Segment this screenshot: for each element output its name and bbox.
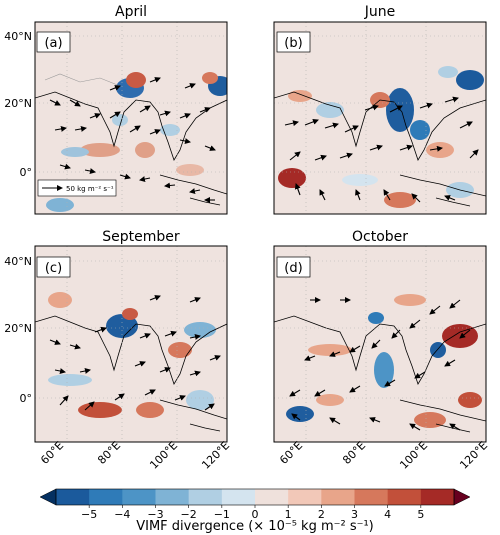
colorbar-extend-high (453, 488, 471, 506)
colorbar-segment (420, 489, 455, 505)
colorbar-segment (354, 489, 389, 505)
colorbar-tick-label: 2 (318, 508, 325, 521)
reference-vector-key: 50 kg m⁻² s⁻¹ (37, 179, 117, 197)
lon-tick-60e: 60°E (277, 439, 305, 467)
panel-label-box (276, 31, 311, 53)
lon-tick-80e: 80°E (340, 439, 368, 467)
colorbar-segment (89, 489, 123, 505)
lon-ticks-right: 60°E 80°E 100°E 120°E (277, 439, 490, 472)
grid-lines (274, 22, 486, 214)
colorbar-extend-low (39, 488, 57, 506)
lat-tick-40n: 40°N (4, 30, 32, 43)
colorbar-segment (321, 489, 355, 505)
lat-tick-20n: 20°N (4, 97, 32, 110)
coastline (35, 73, 227, 206)
panel-title-june: June (364, 4, 396, 20)
divergence-field (274, 22, 486, 214)
grid-lines (35, 246, 227, 442)
grid-lines (274, 246, 486, 442)
lon-tick-120e: 120°E (199, 439, 232, 472)
panel-october: October (273, 229, 487, 443)
map-frame (273, 245, 487, 443)
panel-label: (b) (284, 36, 302, 51)
panel-label-box (36, 256, 71, 278)
colorbar-segment (255, 489, 289, 505)
lat-tick-0: 0° (20, 166, 33, 179)
colorbar-segment (221, 489, 256, 505)
colorbar-tick-label: 1 (285, 508, 292, 521)
divergence-field (274, 246, 486, 442)
lat-tick-40n: 40°N (4, 255, 32, 268)
colorbar-tick-label: −2 (181, 508, 197, 521)
lon-ticks-left: 60°E 80°E 100°E 120°E (38, 439, 232, 472)
colorbar-tick-label: 5 (417, 508, 424, 521)
coastline (274, 91, 486, 207)
colorbar-tick-label: −1 (214, 508, 230, 521)
colorbar-tick-label: −3 (147, 508, 163, 521)
panel-june: June (273, 4, 487, 215)
moisture-flux-vectors (284, 96, 479, 203)
panel-september: September (4, 229, 228, 443)
map-frame (34, 21, 228, 215)
colorbar-label: VIMF divergence (× 10⁻⁵ kg m⁻² s⁻¹) (136, 519, 374, 534)
panel-label-box (36, 31, 71, 53)
lon-tick-80e: 80°E (95, 439, 123, 467)
lat-tick-0: 0° (20, 392, 33, 405)
moisture-flux-vectors (49, 295, 221, 411)
map-frame (34, 245, 228, 443)
map-frame (273, 21, 487, 215)
panel-label: (c) (45, 261, 62, 276)
lon-tick-60e: 60°E (38, 439, 66, 467)
lon-tick-120e: 120°E (457, 439, 490, 472)
colorbar-tick-label: 3 (351, 508, 358, 521)
colorbar-segment (288, 489, 322, 505)
colorbar-segment (387, 489, 422, 505)
moisture-flux-vectors (49, 77, 216, 203)
panel-label-box (276, 256, 311, 278)
colorbar-segment (188, 489, 223, 505)
panel-title-september: September (102, 229, 180, 245)
colorbar-segment (122, 489, 156, 505)
colorbar-tick-label: −5 (81, 508, 97, 521)
colorbar-ticks: −5 −4 −3 −2 −1 0 1 2 3 4 5 (81, 505, 424, 521)
moisture-flux-vectors (289, 297, 471, 431)
colorbar-segments (56, 489, 455, 505)
reference-vector-label: 50 kg m⁻² s⁻¹ (66, 185, 114, 193)
panel-title-april: April (115, 4, 147, 20)
coastline (35, 315, 227, 432)
colorbar-tick-label: 0 (252, 508, 259, 521)
colorbar-segment (56, 489, 90, 505)
colorbar-segment (155, 489, 190, 505)
colorbar-tick-label: 4 (384, 508, 391, 521)
lat-tick-20n: 20°N (4, 322, 32, 335)
panel-april: April (4, 4, 228, 215)
colorbar-tick-label: −4 (114, 508, 130, 521)
lon-tick-100e: 100°E (397, 439, 430, 472)
panel-title-october: October (352, 229, 408, 245)
panel-label: (d) (284, 261, 302, 276)
lon-tick-100e: 100°E (147, 439, 180, 472)
colorbar: −5 −4 −3 −2 −1 0 1 2 3 4 5 VIMF divergence (× 10⁻⁵… (39, 488, 471, 534)
panel-label: (a) (44, 36, 62, 51)
